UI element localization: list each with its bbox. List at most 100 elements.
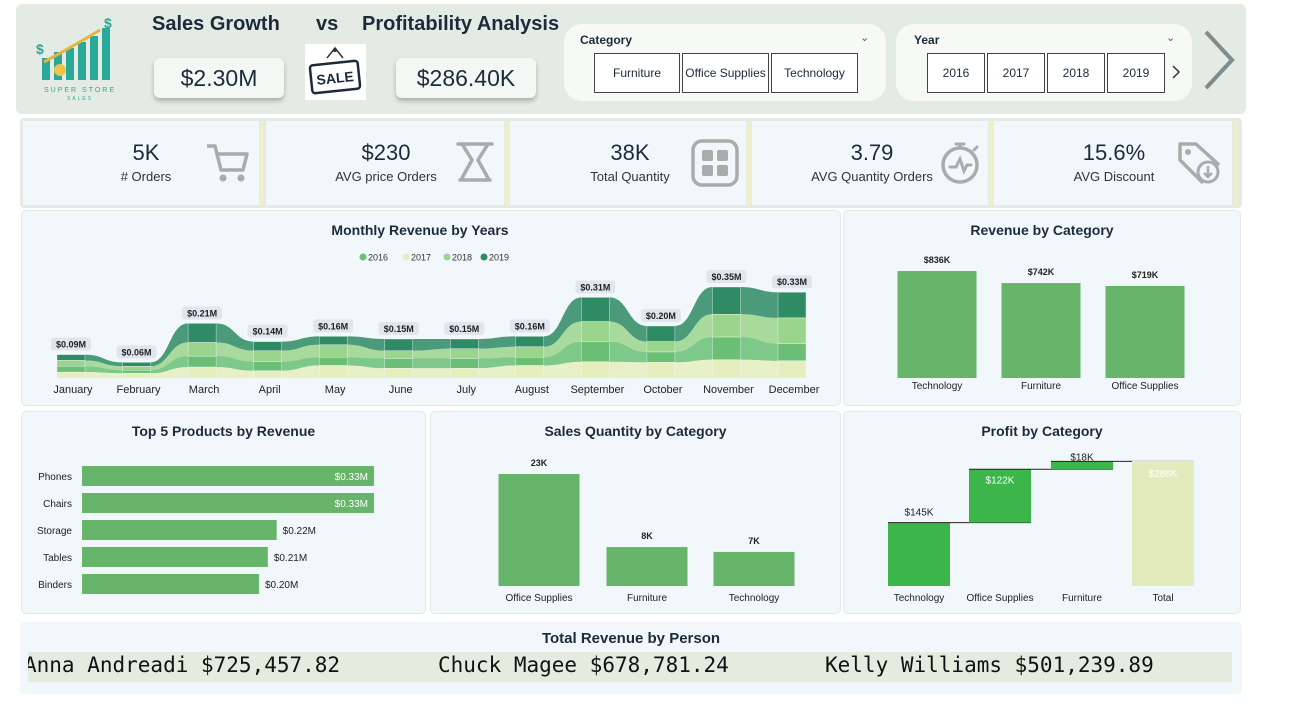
product-label: Binders	[38, 580, 72, 591]
bar-value-label: $286K	[1149, 469, 1178, 480]
sale-tag-icon: SALE	[305, 44, 366, 100]
kpi-label: Total Quantity	[590, 169, 670, 184]
legend-swatch	[443, 253, 451, 261]
month-segment	[581, 341, 610, 363]
svg-text:$: $	[36, 41, 44, 57]
sales-quantity-chart: 23K Office Supplies 8K Furniture 7K Technolog…	[498, 458, 795, 604]
bar-value-label: $0.21M	[274, 553, 307, 564]
month-segment	[56, 354, 86, 361]
year-tile-2019[interactable]: 2019	[1107, 53, 1165, 93]
header: $ $ SUPER STORE SALES Sales Growth vs Pr…	[16, 4, 1246, 114]
grid-icon	[691, 139, 739, 187]
category-label: Technology	[729, 593, 780, 604]
value-label-bg	[182, 306, 223, 320]
product-label: Chairs	[43, 499, 72, 510]
value-label-bg	[247, 324, 288, 338]
bar	[82, 547, 268, 567]
revenue-by-person-ticker: Anna Andreadi $725,457.82 Chuck Magee $6…	[28, 652, 1232, 682]
month-segment	[253, 350, 282, 362]
superstore-logo: $ $ SUPER STORE SALES	[36, 18, 114, 102]
legend-swatch	[359, 253, 367, 261]
total-profit-card: $286.40K	[396, 58, 536, 98]
revenue-by-person-panel: Total Revenue by Person Anna Andreadi $7…	[20, 622, 1242, 694]
category-tile-technology[interactable]: Technology	[771, 53, 858, 93]
value-label: $0.33M	[777, 277, 807, 287]
month-segment	[253, 361, 282, 371]
month-segment	[56, 360, 86, 367]
year-tile-2016[interactable]: 2016	[927, 53, 985, 93]
bar-value-label: 8K	[641, 531, 653, 541]
kpi-value: 38K	[610, 140, 650, 165]
month-segment	[253, 370, 282, 379]
value-label: $0.20M	[646, 311, 676, 321]
next-page-arrow-icon[interactable]	[1198, 28, 1238, 92]
product-label: Storage	[37, 526, 72, 537]
month-segment	[450, 368, 479, 379]
category-tile-office-supplies[interactable]: Office Supplies	[682, 53, 769, 93]
month-label: April	[259, 384, 281, 396]
year-slicer: Year ⌄ 2016 2017 2018 2019	[896, 24, 1192, 101]
year-slicer-title: Year	[914, 33, 940, 47]
kpi-label: AVG Discount	[1073, 169, 1155, 184]
month-segment	[777, 343, 807, 362]
chevron-down-icon[interactable]: ⌄	[1166, 32, 1176, 44]
month-segment	[384, 350, 413, 359]
bar-value-label: $0.33M	[335, 472, 368, 483]
month-segment	[515, 346, 545, 358]
bar	[713, 551, 795, 586]
month-segment	[187, 342, 217, 357]
bar	[888, 522, 950, 586]
month-label: June	[389, 384, 413, 396]
month-segment	[122, 369, 151, 374]
month-label: July	[456, 384, 476, 396]
month-label: October	[643, 384, 682, 396]
bar-value-label: $836K	[924, 255, 951, 265]
value-label: $0.06M	[122, 347, 152, 357]
category-tile-furniture[interactable]: Furniture	[594, 53, 680, 93]
top-products-panel: Top 5 Products by Revenue Phones $0.33M Ch…	[22, 412, 425, 613]
kpi-value: $230	[361, 140, 411, 165]
bar-value-label: 23K	[531, 458, 548, 468]
month-segment	[122, 362, 151, 367]
month-label: March	[189, 384, 220, 396]
month-segment	[318, 344, 348, 358]
profit-by-category-title: Profit by Category	[981, 423, 1103, 439]
category-label: Technology	[912, 381, 963, 392]
value-label-bg	[313, 319, 354, 333]
month-segment	[122, 373, 151, 379]
bar	[1132, 461, 1194, 586]
month-segment	[515, 365, 545, 379]
product-label: Phones	[38, 472, 72, 483]
bar-value-label: $18K	[1070, 452, 1094, 463]
value-label-bg	[378, 322, 419, 335]
bar	[498, 474, 580, 586]
dashboard: $ $ SUPER STORE SALES Sales Growth vs Pr…	[14, 4, 1248, 694]
category-label: Furniture	[1021, 381, 1061, 392]
value-label: $0.35M	[711, 272, 741, 282]
value-label: $0.16M	[318, 321, 348, 331]
top-products-title: Top 5 Products by Revenue	[131, 423, 316, 439]
month-segment	[581, 297, 610, 322]
value-label: $0.15M	[449, 324, 479, 334]
month-segment	[712, 359, 741, 379]
value-label-bg	[116, 345, 157, 359]
month-segment	[515, 356, 545, 366]
sales-quantity-panel: Sales Quantity by Category 23K Office Sup…	[431, 412, 840, 613]
month-segment	[56, 366, 86, 373]
category-label: Total	[1152, 593, 1173, 604]
year-tile-2017[interactable]: 2017	[987, 53, 1045, 93]
monthly-revenue-panel: Monthly Revenue by Years 2016 2017 2018 201…	[22, 211, 840, 405]
stopwatch-icon	[941, 142, 979, 184]
chevron-down-icon[interactable]: ⌄	[860, 32, 870, 44]
legend-label: 2018	[452, 253, 472, 263]
kpi-label: AVG Quantity Orders	[811, 169, 933, 184]
year-tile-2018[interactable]: 2018	[1047, 53, 1105, 93]
product-label: Tables	[43, 553, 72, 564]
chevron-right-icon[interactable]	[1170, 64, 1182, 80]
legend-swatch	[480, 253, 488, 261]
bar	[82, 574, 259, 594]
value-label: $0.16M	[515, 321, 545, 331]
month-segment	[777, 291, 807, 319]
month-segment	[187, 355, 217, 368]
scale-icon	[456, 142, 494, 182]
